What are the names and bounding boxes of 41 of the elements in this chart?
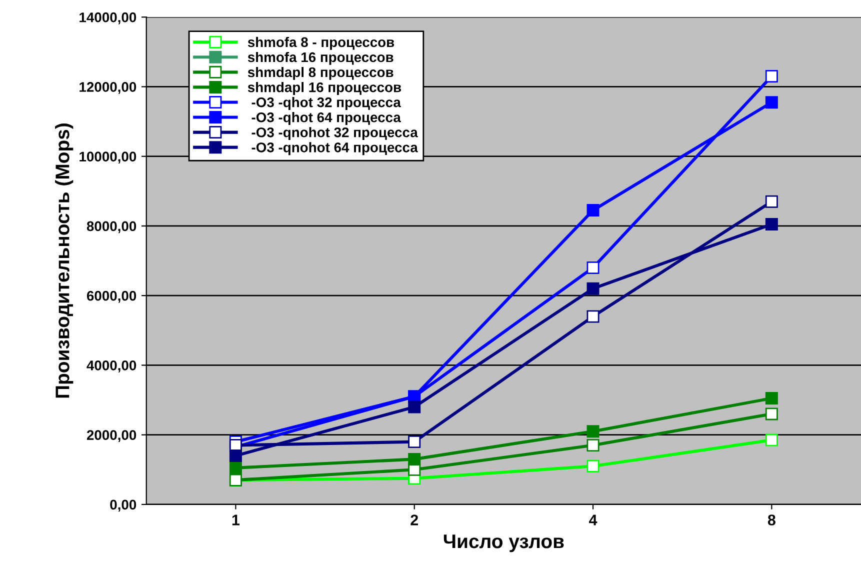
legend-label: -O3 -qnohot 64 процесса [252,142,418,156]
legend-label: shmdapl 8 процессов [248,66,394,80]
point [765,434,778,446]
legend-label: shmofa 8 - процессов [248,36,394,50]
point [586,425,600,438]
point [765,218,778,230]
point [408,436,421,448]
legend-label: shmdapl 16 процессов [248,82,402,95]
x-tick-label: 1 [232,514,240,526]
y-tick-label: 14000,00 [80,12,136,24]
x-tick-label: 4 [588,514,598,526]
point [765,195,778,208]
point [765,70,778,83]
point [586,282,600,295]
point [765,96,778,109]
point [408,452,421,466]
point [765,408,778,420]
y-tick-label: 6000,00 [86,290,136,303]
y-axis-title: Производительность (Mops) [55,124,74,398]
y-tick-label: 4000,00 [86,360,136,372]
point [765,392,778,405]
point [586,261,600,274]
point [229,462,242,474]
point [586,310,600,323]
x-tick-label: 8 [768,514,776,526]
x-tick-label: 2 [410,514,418,526]
x-axis-title: Число узлов [444,534,564,552]
y-tick-label: 12000,00 [80,82,136,94]
y-tick-label: 10000,00 [80,152,136,164]
y-tick-label: 0,00 [110,500,136,512]
y-tick-label: 8000,00 [86,221,136,234]
point [408,400,421,414]
legend-label: -O3 -qnohot 32 процесса [252,127,418,140]
point [229,449,242,462]
point [586,439,600,452]
legend-label: -O3 -qhot 32 процесса [252,97,401,110]
point [586,460,600,472]
y-tick-label: 2000,00 [86,430,136,442]
legend-label: -O3 -qhot 64 процесса [252,112,401,126]
point [586,204,600,217]
legend-label: shmofa 16 процессов [248,52,394,65]
